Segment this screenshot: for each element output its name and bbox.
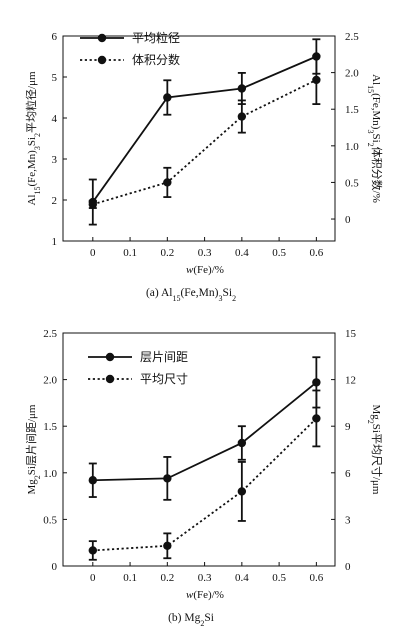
legend-marker <box>105 374 115 384</box>
left-tick-label: 1.5 <box>43 421 57 433</box>
data-point <box>312 75 321 85</box>
right-tick-label: 3 <box>345 514 351 526</box>
right-tick-label: 6 <box>345 468 351 480</box>
left-tick-label: 1 <box>52 236 58 248</box>
data-point <box>163 474 172 483</box>
data-point <box>237 112 247 121</box>
legend-label: 层片间距 <box>140 350 188 364</box>
x-tick-label: 0.5 <box>272 247 286 259</box>
legend-label: 平均尺寸 <box>140 372 188 386</box>
data-point <box>163 93 172 102</box>
left-tick-label: 5 <box>52 72 58 84</box>
x-tick-label: 0.1 <box>123 247 137 259</box>
data-point <box>88 546 98 555</box>
chart-b: 0 0.1 0.2 0.3 0.4 0.5 0.6 0 0.5 1.0 1.5 2.0 2.5 0 3 6 9 1… <box>25 328 384 628</box>
left-tick-label: 0 <box>52 561 58 573</box>
x-tick-label: 0.3 <box>198 572 212 584</box>
x-tick-label: 0.2 <box>160 572 174 584</box>
chart-caption: (b) Mg2Si <box>168 612 214 628</box>
left-axis-title: Mg2Si层片间距/μm <box>25 404 42 494</box>
x-axis-title: w(Fe)/% <box>186 264 224 276</box>
right-tick-label: 1.0 <box>345 141 359 153</box>
legend-label: 平均粒径 <box>132 30 180 45</box>
left-tick-label: 2.0 <box>43 375 57 387</box>
legend-marker <box>97 55 107 65</box>
left-axis-title: Al15(Fe,Mn)3Si2平均粒径/μm <box>24 71 42 206</box>
right-tick-label: 2.5 <box>345 31 359 43</box>
x-tick-label: 0.2 <box>160 247 174 259</box>
right-tick-label: 9 <box>345 421 351 433</box>
left-tick-label: 1.0 <box>43 468 57 480</box>
right-tick-label: 0 <box>345 561 351 573</box>
data-point <box>88 476 98 485</box>
left-tick-label: 4 <box>52 113 58 125</box>
series-line-平均粒径 <box>92 55 317 203</box>
x-tick-label: 0.3 <box>198 247 212 259</box>
legend-marker <box>105 352 115 362</box>
x-tick-label: 0.4 <box>235 247 249 259</box>
right-tick-label: 0.5 <box>345 177 359 189</box>
x-axis-title: w(Fe)/% <box>186 589 224 601</box>
right-axis-title: Mg2Si平均尺寸/μm <box>367 405 385 495</box>
right-tick-label: 12 <box>345 375 356 387</box>
right-tick-label: 0 <box>345 214 351 226</box>
data-point <box>237 438 247 448</box>
data-point <box>312 378 321 387</box>
x-tick-label: 0.4 <box>235 572 249 584</box>
left-tick-label: 3 <box>52 154 58 166</box>
chart-a: 0 0.1 0.2 0.3 0.4 0.5 0.6 1 2 3 4 5 6 0 0.5 1.0 1.5 2.0 2.… <box>24 30 384 303</box>
x-tick-label: 0.6 <box>309 572 323 584</box>
series-line-体积分数 <box>92 79 317 206</box>
data-point <box>163 178 172 187</box>
x-tick-label: 0.5 <box>272 572 286 584</box>
data-point <box>237 84 247 93</box>
data-point <box>312 414 321 423</box>
data-point <box>88 200 98 209</box>
right-tick-label: 1.5 <box>345 104 359 116</box>
series-line-层片间距 <box>92 381 317 482</box>
plot-frame <box>62 332 336 567</box>
x-tick-label: 0.6 <box>309 247 323 259</box>
data-point <box>237 487 247 496</box>
data-point <box>163 541 172 551</box>
left-tick-label: 6 <box>52 31 58 43</box>
x-tick-label: 0.1 <box>123 572 137 584</box>
chart-caption: (a) Al15(Fe,Mn)3Si2 <box>146 287 236 303</box>
series-line-平均尺寸 <box>92 417 317 552</box>
legend-label: 体积分数 <box>132 52 180 67</box>
right-tick-label: 15 <box>345 328 357 340</box>
left-tick-label: 2 <box>52 195 58 207</box>
x-tick-label: 0 <box>90 247 96 259</box>
legend-marker <box>97 33 107 43</box>
left-tick-label: 2.5 <box>43 328 57 340</box>
plot-frame <box>62 35 336 242</box>
right-axis-title: Al15(Fe,Mn)3Si2体积分数/% <box>367 74 385 203</box>
x-tick-label: 0 <box>90 572 96 584</box>
left-tick-label: 0.5 <box>43 514 57 526</box>
right-tick-label: 2.0 <box>345 68 359 80</box>
